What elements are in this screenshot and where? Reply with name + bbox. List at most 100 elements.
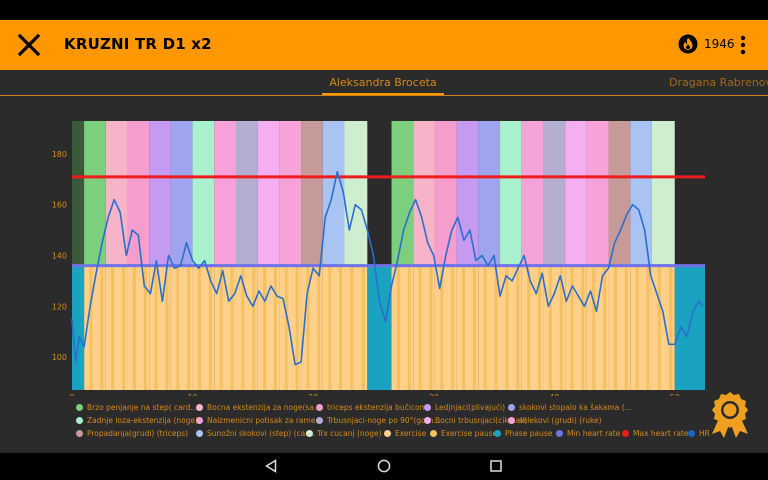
phase-band	[301, 121, 323, 266]
tab-dragana-rabrenovic[interactable]: Dragana Rabrenovic	[669, 76, 768, 89]
legend-dot	[508, 417, 515, 424]
more-options-icon[interactable]	[738, 32, 748, 58]
chart-area: 100 120 140 160 180 0 10 20 30 40 50 Brzo penjanje…	[0, 96, 768, 453]
phase-band	[434, 121, 457, 266]
exercise-pause-stripe	[339, 265, 343, 390]
exercise-pause-stripe	[483, 265, 487, 390]
legend-label: triceps ekstenzija bučicom	[327, 403, 427, 412]
legend-dot	[424, 404, 431, 411]
exercise-pause-stripe	[396, 265, 400, 390]
legend-dot	[196, 404, 203, 411]
x-tick-label: 30	[429, 393, 439, 396]
legend-label: Trx cucanj (noge)	[317, 429, 382, 438]
legend-dot	[306, 430, 313, 437]
recent-apps-icon[interactable]	[489, 459, 503, 473]
page-title: KRUZNI TR D1 x2	[64, 35, 212, 53]
legend-item: Trx cucanj (noge)	[306, 429, 382, 438]
exercise-pause-stripe	[429, 265, 433, 390]
exercise-pause-stripe	[208, 265, 212, 390]
legend-dot	[316, 417, 323, 424]
exercise-pause-stripe	[230, 265, 234, 390]
close-icon[interactable]	[16, 32, 42, 58]
exercise-pause-stripe	[111, 265, 115, 390]
exercise-pause-stripe	[592, 265, 596, 390]
phase-band	[478, 121, 501, 266]
legend-item: Bocna ekstenzija za noge(sa...	[196, 403, 321, 412]
phase-band	[391, 121, 414, 266]
exercise-pause-stripe	[669, 265, 673, 390]
phase-band	[500, 121, 522, 266]
x-tick-label: 20	[308, 393, 318, 396]
x-tick-label: 40	[549, 393, 559, 396]
app-bar: KRUZNI TR D1 x2 1946	[0, 20, 768, 70]
exercise-pause-stripe	[548, 265, 552, 390]
legend-dot	[556, 430, 563, 437]
exercise-pause-stripe	[273, 265, 277, 390]
exercise-pause-stripe	[328, 265, 332, 390]
exercise-pause-stripe	[100, 265, 104, 390]
legend-dot	[430, 430, 437, 437]
exercise-pause-stripe	[132, 265, 136, 390]
phase-band	[192, 121, 215, 266]
exercise-pause-stripe	[516, 265, 520, 390]
legend-item: Trbusnjaci-noge po 90°(gorn...	[316, 416, 441, 425]
home-icon[interactable]	[377, 459, 391, 473]
phase-band	[257, 121, 280, 266]
exercise-pause-stripe	[176, 265, 180, 390]
exercise-pause-stripe	[263, 265, 267, 390]
y-tick-label: 180	[52, 150, 67, 159]
calories-count: 1946	[704, 37, 735, 51]
exercise-pause-stripe	[494, 265, 498, 390]
legend-dot	[316, 404, 323, 411]
exercise-pause-stripe	[89, 265, 93, 390]
back-icon[interactable]	[264, 459, 278, 473]
flame-icon	[678, 34, 698, 54]
exercise-pause-stripe	[143, 265, 147, 390]
phase-band	[586, 121, 609, 266]
legend-item: Min heart rate	[556, 429, 620, 438]
phase-band	[235, 121, 258, 266]
y-tick-label: 160	[52, 201, 67, 210]
y-tick-label: 140	[52, 252, 67, 261]
legend-label: Naizmenicni potisak za rame...	[207, 416, 323, 425]
legend-item: Propadanja(grudi) (triceps)	[76, 429, 188, 438]
legend-item: Exercise pause	[430, 429, 497, 438]
legend-label: Propadanja(grudi) (triceps)	[87, 429, 189, 438]
phase-band	[565, 121, 587, 266]
exercise-pause-stripe	[581, 265, 585, 390]
exercise-pause-stripe	[451, 265, 455, 390]
exercise-pause-stripe	[361, 265, 365, 390]
legend-dot	[196, 430, 203, 437]
exercise-pause-stripe	[350, 265, 354, 390]
warmup-pause-band	[72, 265, 85, 390]
legend-dot	[196, 417, 203, 424]
exercise-pause-stripe	[219, 265, 223, 390]
phase-band	[543, 121, 566, 266]
legend-dot	[384, 430, 391, 437]
tab-aleksandra-broceta[interactable]: Aleksandra Broceta	[329, 76, 437, 89]
legend-item: skokovi stopalo ka šakama (...	[508, 403, 632, 412]
exercise-pause-stripe	[295, 265, 299, 390]
phase-pause-band	[674, 265, 705, 390]
legend-label: Zadnje loza-ekstenzija (noge)	[87, 416, 199, 425]
award-badge-icon[interactable]	[708, 390, 752, 440]
legend-label: Exercise pause	[441, 429, 498, 438]
phase-band	[630, 121, 652, 266]
exercise-pause-stripe	[603, 265, 607, 390]
legend-item: HR	[688, 429, 710, 438]
legend-label: Max heart rate	[633, 429, 689, 438]
phase-band	[322, 121, 345, 266]
legend-dot	[424, 417, 431, 424]
legend-dot	[76, 417, 83, 424]
phase-band	[279, 121, 302, 266]
exercise-pause-stripe	[462, 265, 466, 390]
legend-label: Ledjnjaci(plivajući)	[435, 403, 506, 412]
exercise-pause-stripe	[570, 265, 574, 390]
legend-item: Zadnje loza-ekstenzija (noge)	[76, 416, 198, 425]
exercise-pause-stripe	[646, 265, 650, 390]
legend-dot	[76, 430, 83, 437]
legend-label: Min heart rate	[567, 429, 621, 438]
legend-dot	[508, 404, 515, 411]
legend-item: Max heart rate	[622, 429, 689, 438]
legend-item: Ledjnjaci(plivajući)	[424, 403, 505, 412]
